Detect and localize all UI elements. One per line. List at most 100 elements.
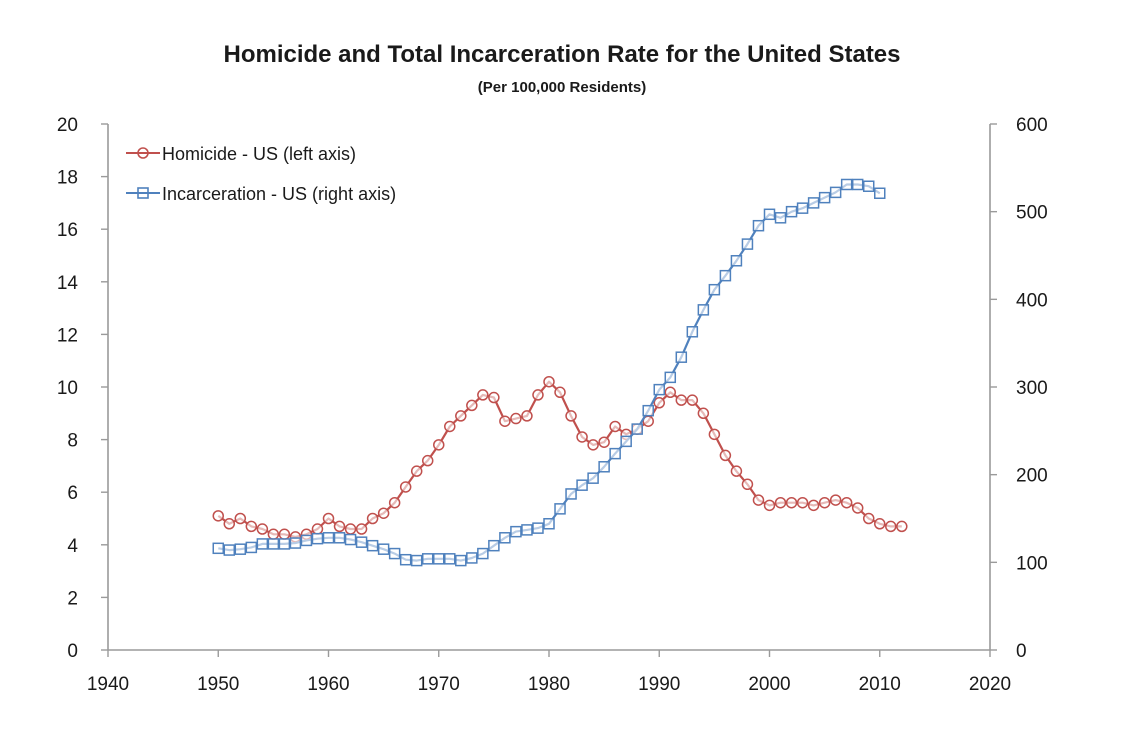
y-right-tick-label: 500 [1016, 203, 1048, 224]
y-left-tick-label: 6 [67, 483, 78, 504]
data-point-homicide [532, 389, 544, 401]
data-point-incarceration [278, 538, 291, 550]
data-point-homicide [510, 412, 522, 425]
data-point-incarceration [664, 371, 677, 384]
data-point-homicide [466, 399, 478, 412]
data-point-incarceration [730, 255, 743, 267]
series-homicide [212, 375, 908, 543]
data-point-incarceration [543, 518, 555, 530]
data-point-incarceration [631, 423, 643, 435]
data-point-incarceration [598, 461, 610, 473]
legend-marker-homicide [137, 147, 149, 159]
data-point-homicide [730, 465, 743, 477]
data-point-homicide [708, 428, 721, 441]
data-point-incarceration [686, 326, 699, 338]
data-point-incarceration [421, 553, 434, 565]
data-point-incarceration [245, 541, 258, 554]
data-point-incarceration [488, 539, 500, 552]
data-point-homicide [366, 512, 379, 525]
data-point-homicide [818, 496, 831, 509]
data-point-homicide [355, 523, 368, 535]
data-point-homicide [488, 391, 500, 404]
data-point-incarceration [223, 544, 236, 556]
data-point-homicide [719, 449, 732, 462]
data-point-incarceration [840, 178, 853, 191]
data-point-homicide [344, 523, 357, 535]
y-left-tick-label: 16 [57, 220, 78, 241]
data-point-homicide [565, 410, 577, 422]
data-point-incarceration [311, 532, 324, 545]
legend-label-homicide: Homicide - US (left axis) [162, 144, 356, 164]
legend-label-incarceration: Incarceration - US (right axis) [162, 184, 396, 204]
y-right-tick-label: 0 [1016, 641, 1027, 662]
data-point-homicide [278, 528, 291, 541]
data-point-incarceration [752, 219, 765, 232]
y-left-tick-label: 0 [67, 641, 78, 662]
data-point-homicide [521, 410, 533, 422]
data-point-homicide [697, 407, 710, 420]
data-point-incarceration [333, 532, 346, 544]
y-right-tick-label: 600 [1016, 115, 1048, 136]
data-point-incarceration [433, 553, 445, 565]
data-point-homicide [598, 436, 610, 448]
data-point-incarceration [388, 547, 401, 560]
data-point-homicide [212, 510, 224, 522]
data-point-incarceration [829, 186, 842, 199]
data-point-incarceration [355, 536, 368, 548]
y-left-tick-label: 12 [57, 325, 78, 346]
data-point-incarceration [510, 525, 522, 538]
data-point-homicide [543, 375, 555, 388]
data-point-homicide [664, 386, 677, 399]
data-point-incarceration [642, 404, 654, 417]
y-left-tick-label: 14 [57, 273, 79, 294]
y-right-tick-label: 300 [1016, 378, 1048, 399]
data-point-incarceration [862, 180, 875, 192]
data-point-homicide [333, 520, 346, 533]
data-point-incarceration [499, 532, 511, 544]
data-point-incarceration [322, 532, 335, 544]
data-point-incarceration [399, 553, 412, 566]
data-point-incarceration [807, 197, 820, 209]
data-point-homicide [377, 507, 390, 519]
data-point-homicide [741, 478, 754, 491]
data-point-incarceration [289, 537, 302, 549]
data-point-homicide [840, 496, 853, 509]
data-point-incarceration [587, 472, 599, 484]
data-point-homicide [322, 512, 335, 525]
series-layer [212, 178, 908, 567]
data-point-homicide [785, 496, 798, 509]
data-point-homicide [885, 520, 897, 533]
data-point-homicide [234, 512, 247, 525]
x-tick-label: 2010 [859, 674, 901, 695]
data-point-homicide [862, 512, 875, 525]
data-point-homicide [829, 494, 842, 506]
legend-item-incarceration: Incarceration - US (right axis) [126, 184, 396, 204]
data-point-homicide [807, 499, 820, 512]
data-point-incarceration [576, 479, 588, 491]
data-point-homicide [896, 520, 908, 533]
x-tick-label: 1950 [197, 674, 239, 695]
data-point-incarceration [609, 447, 621, 460]
data-point-incarceration [719, 269, 732, 282]
data-point-incarceration [620, 435, 632, 448]
data-point-homicide [421, 454, 434, 467]
data-point-homicide [576, 431, 588, 443]
data-point-homicide [653, 397, 665, 409]
data-point-incarceration [377, 543, 390, 555]
x-tick-label: 1970 [418, 674, 460, 695]
data-point-homicide [774, 496, 787, 509]
legend: Homicide - US (left axis) Incarceration … [126, 144, 396, 204]
data-point-homicide [796, 496, 809, 509]
data-point-homicide [256, 523, 269, 535]
x-tick-label: 1940 [87, 674, 129, 695]
data-point-incarceration [444, 553, 456, 565]
data-point-incarceration [565, 488, 577, 500]
data-point-homicide [763, 499, 776, 512]
chart-title: Homicide and Total Incarceration Rate fo… [223, 41, 900, 68]
legend-item-homicide: Homicide - US (left axis) [126, 144, 356, 164]
data-point-homicide [609, 420, 621, 433]
x-tick-label: 1960 [307, 674, 349, 695]
y-left-tick-label: 18 [57, 168, 78, 189]
data-point-homicide [444, 420, 456, 433]
